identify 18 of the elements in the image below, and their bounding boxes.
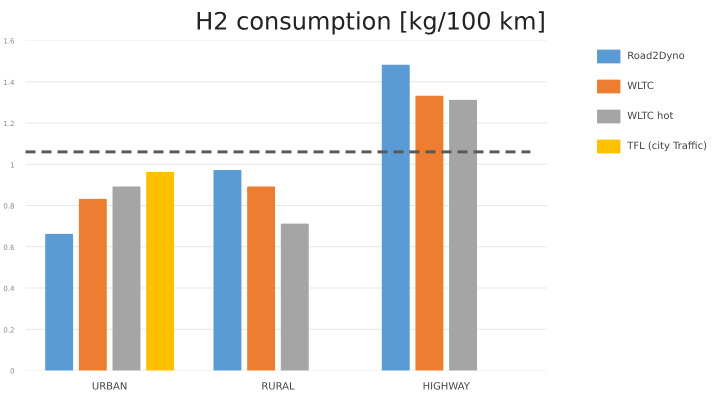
bar (78, 198, 107, 370)
legend-label: TFL (city Traffic) (627, 140, 707, 152)
bar (449, 100, 478, 370)
x-tick-label: HIGHWAY (422, 382, 471, 392)
bar (146, 172, 174, 370)
bar (280, 224, 309, 370)
legend-label: WLTC (627, 80, 654, 92)
bar (213, 170, 242, 370)
bar (112, 186, 140, 370)
x-tick-label: URBAN (92, 382, 128, 392)
bar (415, 96, 444, 370)
chart-title: H2 consumption [kg/100 km] (195, 8, 546, 36)
x-tick-label: RURAL (261, 382, 295, 392)
bar (247, 186, 276, 370)
legend-label: Road2Dyno (627, 50, 685, 62)
bar (45, 234, 74, 370)
bar (382, 64, 410, 370)
legend-label: WLTC hot (627, 110, 674, 122)
